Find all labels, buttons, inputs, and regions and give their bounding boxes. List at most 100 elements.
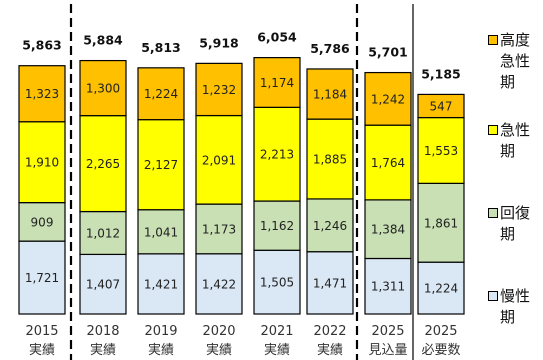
legend-label-high-acute-line1: 高度 xyxy=(500,31,531,49)
data-label: 2,127 xyxy=(144,158,178,172)
total-label: 5,884 xyxy=(83,33,123,48)
data-label: 1,764 xyxy=(371,156,405,170)
category-label-type: 実績 xyxy=(90,342,116,358)
legend-item-chronic: 慢性 期 xyxy=(488,286,530,328)
legend-label-acute-line2: 期 xyxy=(500,142,516,160)
bar-segment-recovery xyxy=(79,210,127,256)
data-label: 2,091 xyxy=(202,153,236,167)
bar-segment-chronic xyxy=(195,253,243,315)
bar-segment-recovery xyxy=(18,202,66,242)
bar-segment-high-acute xyxy=(18,65,66,123)
legend-swatch-recovery xyxy=(488,208,498,218)
data-label: 1,246 xyxy=(313,219,347,233)
bar-segment-recovery xyxy=(253,200,301,251)
bar-segment-high-acute xyxy=(253,57,301,108)
total-label: 6,054 xyxy=(257,30,297,45)
total-label: 5,918 xyxy=(199,35,239,50)
bar-segment-high-acute xyxy=(364,71,412,126)
bar-segment-acute xyxy=(137,119,185,211)
bar-segment-high-acute xyxy=(195,62,243,117)
category-label-year: 2019 xyxy=(144,324,177,339)
bar-segment-recovery xyxy=(364,199,412,260)
category-label-year: 2020 xyxy=(202,324,235,339)
bar-segment-high-acute xyxy=(306,68,354,120)
total-label: 5,786 xyxy=(310,41,350,56)
legend-item-recovery: 回復 期 xyxy=(488,203,530,245)
data-label: 1,421 xyxy=(144,277,178,291)
data-label: 1,422 xyxy=(202,277,236,291)
legend-label-acute-line1: 急性 xyxy=(500,121,531,139)
bar-segment-recovery xyxy=(137,209,185,255)
category-label-year: 2018 xyxy=(86,324,119,339)
legend-swatch-high-acute xyxy=(488,35,498,45)
data-label: 1,300 xyxy=(86,82,120,96)
legend-label-chronic-line1: 慢性 xyxy=(500,287,531,305)
category-label-year: 2021 xyxy=(260,324,293,339)
data-label: 1,184 xyxy=(313,88,347,102)
data-label: 1,174 xyxy=(260,76,294,90)
bar-segment-acute xyxy=(306,118,354,200)
bar-segment-acute xyxy=(79,115,127,213)
bar-segment-chronic xyxy=(364,257,412,315)
bar-segment-chronic xyxy=(306,251,354,315)
total-label: 5,185 xyxy=(421,66,461,81)
legend-label-high-acute-line3: 期 xyxy=(500,73,516,91)
data-label: 1,041 xyxy=(144,225,178,239)
total-label: 5,701 xyxy=(368,45,408,60)
legend-label-high-acute-line2: 急性 xyxy=(500,52,531,70)
bar-segment-chronic xyxy=(253,249,301,315)
total-label: 5,863 xyxy=(22,38,62,53)
data-label: 1,384 xyxy=(371,223,405,237)
legend-label-recovery-line1: 回復 xyxy=(500,204,531,222)
legend-label-recovery-line2: 期 xyxy=(500,225,516,243)
category-label-type: 実績 xyxy=(317,342,343,358)
data-label: 547 xyxy=(430,99,453,113)
category-label-type: 実績 xyxy=(29,342,55,358)
category-label-year: 2025 xyxy=(371,324,404,339)
bar-segment-chronic xyxy=(18,240,66,315)
data-label: 1,471 xyxy=(313,276,347,290)
total-label: 5,813 xyxy=(141,40,181,55)
bar-segment-high-acute xyxy=(79,59,127,117)
data-label: 1,505 xyxy=(260,276,294,290)
legend-item-acute: 急性 期 xyxy=(488,120,530,162)
category-label-type: 実績 xyxy=(206,342,232,358)
data-label: 1,323 xyxy=(25,87,59,101)
data-label: 909 xyxy=(31,215,54,229)
bar-segment-chronic xyxy=(417,261,465,315)
bar-segment-high-acute xyxy=(137,67,185,121)
legend-item-high-acute: 高度 急性 期 xyxy=(488,30,530,93)
category-label-year: 2025 xyxy=(424,324,457,339)
category-label-year: 2015 xyxy=(25,324,58,339)
category-label-type: 実績 xyxy=(148,342,174,358)
bar-segment-chronic xyxy=(137,253,185,315)
data-label: 1,173 xyxy=(202,222,236,236)
data-label: 1,311 xyxy=(371,280,405,294)
data-label: 2,265 xyxy=(86,157,120,171)
data-label: 1,861 xyxy=(424,216,458,230)
legend-label-chronic-line2: 期 xyxy=(500,308,516,326)
data-label: 1,162 xyxy=(260,219,294,233)
data-label: 1,242 xyxy=(371,92,405,106)
category-label-type: 実績 xyxy=(264,342,290,358)
legend-swatch-chronic xyxy=(488,291,498,301)
bar-segment-chronic xyxy=(79,253,127,315)
bar-segment-acute xyxy=(195,114,243,205)
data-label: 1,910 xyxy=(25,156,59,170)
category-label-type: 必要数 xyxy=(421,343,460,358)
bar-segment-recovery xyxy=(417,182,465,263)
data-label: 2,213 xyxy=(260,148,294,162)
data-label: 1,407 xyxy=(86,278,120,292)
data-label: 1,721 xyxy=(25,271,59,285)
category-label-type: 見込量 xyxy=(368,343,407,358)
data-label: 1,232 xyxy=(202,83,236,97)
data-label: 1,012 xyxy=(86,226,120,240)
data-label: 1,885 xyxy=(313,153,347,167)
data-label: 1,224 xyxy=(424,282,458,296)
data-label: 1,224 xyxy=(144,87,178,101)
category-label-year: 2022 xyxy=(313,324,346,339)
legend-swatch-acute xyxy=(488,125,498,135)
data-label: 1,553 xyxy=(424,144,458,158)
bar-segment-acute xyxy=(364,124,412,201)
